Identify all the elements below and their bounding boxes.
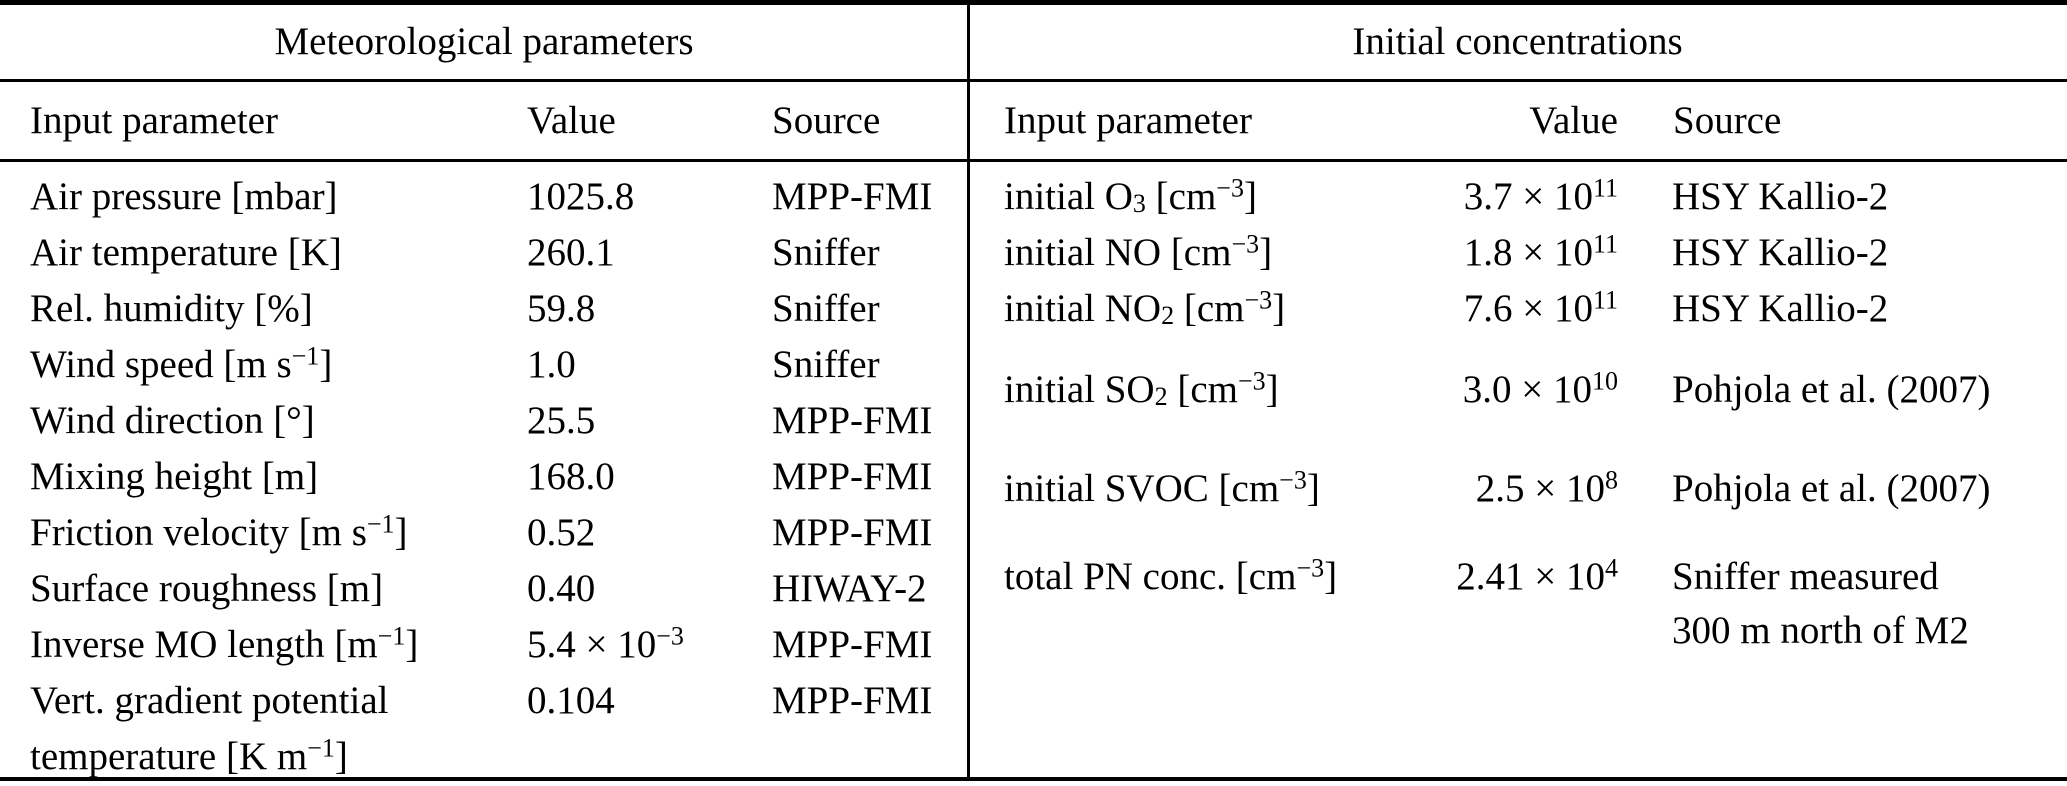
table-row: initial SO2 [cm−3] 3.0 × 1010 Pohjola et… (1004, 362, 2067, 418)
right-header-value: Value (1529, 99, 1618, 142)
param-cell: initial SVOC [cm−3] (1004, 465, 1320, 510)
header-separator-rule (0, 159, 2067, 162)
right-table-body: initial O3 [cm−3] 3.7 × 1011 HSY Kallio-… (1004, 159, 2067, 658)
table-row: Friction velocity [m s−1] 0.52 MPP-FMI (0, 505, 968, 561)
param-cell: Wind direction [°] (30, 399, 315, 442)
value-cell: 2.41 × 104 (1456, 553, 1618, 598)
param-cell: initial SO2 [cm−3] (1004, 366, 1279, 412)
left-table-body: Air pressure [mbar] 1025.8 MPP-FMI Air t… (0, 159, 968, 785)
value-cell: 1025.8 (527, 175, 635, 218)
source-cell: Sniffer measured 300 m north of M2 (1672, 555, 1969, 652)
value-cell: 5.4 × 10−3 (527, 621, 684, 666)
param-cell: initial NO2 [cm−3] (1004, 285, 1286, 331)
table-row: Mixing height [m] 168.0 MPP-FMI (0, 449, 968, 505)
table-row: initial NO2 [cm−3] 7.6 × 1011 HSY Kallio… (1004, 281, 2067, 337)
source-cell: Sniffer (772, 231, 880, 274)
right-header-source: Source (1673, 99, 1782, 142)
value-cell: 3.0 × 1010 (1462, 366, 1618, 411)
table-row: Vert. gradient potential temperature [K m… (0, 673, 968, 785)
param-cell: Friction velocity [m s−1] (30, 509, 408, 554)
value-cell: 168.0 (527, 455, 615, 498)
param-cell: Air pressure [mbar] (30, 175, 338, 218)
value-cell: 3.7 × 1011 (1463, 173, 1618, 218)
value-cell: 0.52 (527, 511, 596, 554)
value-cell: 2.5 × 108 (1475, 465, 1618, 510)
value-cell: 0.104 (527, 679, 615, 722)
title-separator-rule (0, 79, 2067, 82)
left-header-value: Value (527, 99, 616, 142)
source-cell: Sniffer (772, 287, 880, 330)
table-row: Air pressure [mbar] 1025.8 MPP-FMI (0, 169, 968, 225)
value-cell: 1.0 (527, 343, 576, 386)
param-cell: Wind speed [m s−1] (30, 341, 333, 386)
source-cell: MPP-FMI (772, 511, 933, 554)
param-cell: Air temperature [K] (30, 231, 342, 274)
source-cell: HIWAY-2 (772, 567, 927, 610)
value-cell: 59.8 (527, 287, 596, 330)
param-cell: Inverse MO length [m−1] (30, 621, 419, 666)
value-cell: 7.6 × 1011 (1463, 285, 1618, 330)
source-cell: MPP-FMI (772, 455, 933, 498)
table-row: initial SVOC [cm−3] 2.5 × 108 Pohjola et… (1004, 461, 2067, 517)
source-cell: Sniffer (772, 343, 880, 386)
table-row: total PN conc. [cm−3] 2.41 × 104 Sniffer… (1004, 550, 2067, 658)
table-row: initial NO [cm−3] 1.8 × 1011 HSY Kallio-… (1004, 225, 2067, 281)
source-cell: HSY Kallio-2 (1672, 287, 1889, 330)
source-cell: MPP-FMI (772, 679, 933, 722)
table-row: Wind direction [°] 25.5 MPP-FMI (0, 393, 968, 449)
right-header-input-parameter: Input parameter (1004, 99, 1252, 142)
table-row: Air temperature [K] 260.1 Sniffer (0, 225, 968, 281)
param-cell: Mixing height [m] (30, 455, 319, 498)
source-cell: HSY Kallio-2 (1672, 175, 1889, 218)
right-section-title: Initial concentrations (1352, 20, 1683, 63)
value-cell: 0.40 (527, 567, 596, 610)
param-cell: total PN conc. [cm−3] (1004, 553, 1338, 598)
param-cell: Vert. gradient potential temperature [K m… (30, 679, 389, 778)
left-header-source: Source (772, 99, 881, 142)
left-section-title: Meteorological parameters (274, 20, 694, 63)
source-cell: MPP-FMI (772, 175, 933, 218)
source-cell: MPP-FMI (772, 623, 933, 666)
source-cell: HSY Kallio-2 (1672, 231, 1889, 274)
table-row: Surface roughness [m] 0.40 HIWAY-2 (0, 561, 968, 617)
param-cell: Surface roughness [m] (30, 567, 384, 610)
value-cell: 1.8 × 1011 (1463, 229, 1618, 274)
table-row: Rel. humidity [%] 59.8 Sniffer (0, 281, 968, 337)
vertical-divider (967, 5, 970, 777)
param-cell: Rel. humidity [%] (30, 287, 313, 330)
table-row: Inverse MO length [m−1] 5.4 × 10−3 MPP-F… (0, 617, 968, 673)
param-cell: initial O3 [cm−3] (1004, 173, 1257, 219)
source-cell: Pohjola et al. (2007) (1672, 467, 1991, 510)
value-cell: 25.5 (527, 399, 596, 442)
table-row: initial O3 [cm−3] 3.7 × 1011 HSY Kallio-… (1004, 169, 2067, 225)
value-cell: 260.1 (527, 231, 615, 274)
left-header-input-parameter: Input parameter (30, 99, 278, 142)
source-cell: MPP-FMI (772, 399, 933, 442)
param-cell: initial NO [cm−3] (1004, 229, 1273, 274)
bottom-rule (0, 777, 2067, 781)
table-row: Wind speed [m s−1] 1.0 Sniffer (0, 337, 968, 393)
top-rule (0, 0, 2067, 5)
source-cell: Pohjola et al. (2007) (1672, 368, 1991, 411)
